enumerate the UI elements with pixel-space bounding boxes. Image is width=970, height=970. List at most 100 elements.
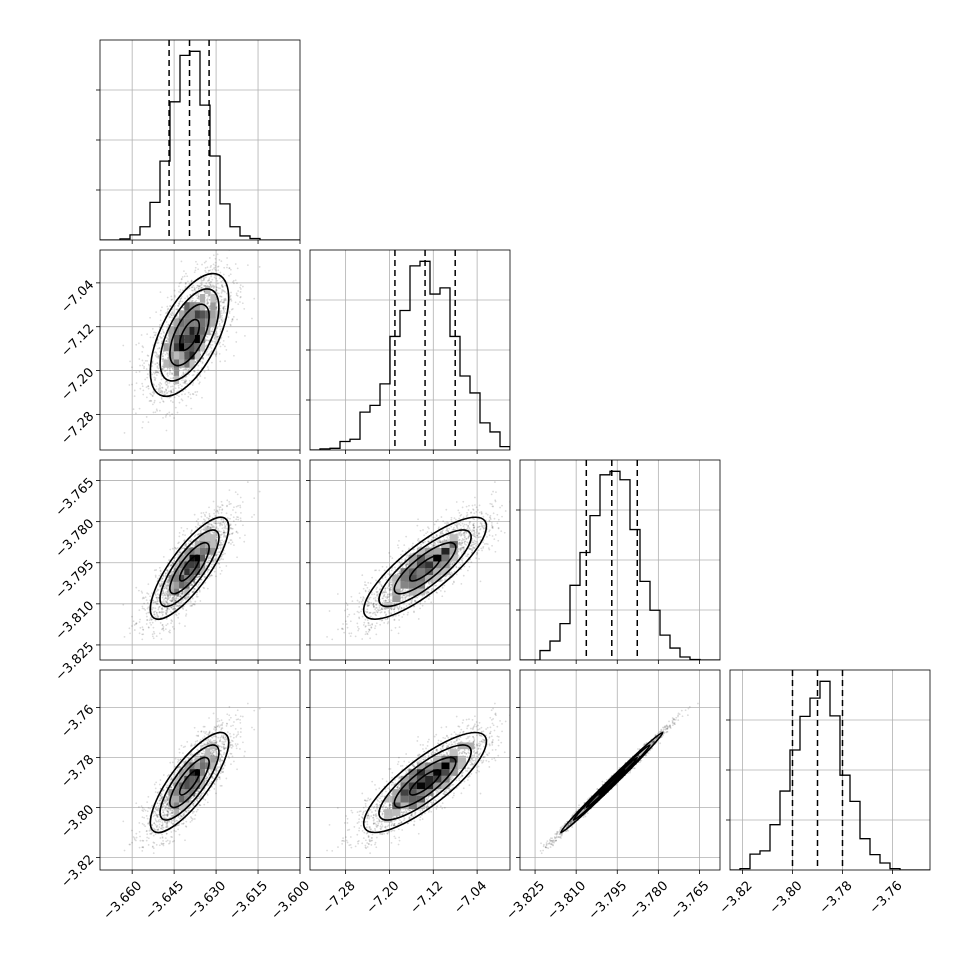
sample-point — [166, 380, 169, 383]
sample-point — [220, 500, 223, 503]
sample-point — [222, 309, 225, 311]
sample-point — [220, 310, 223, 312]
sample-point — [221, 284, 223, 286]
density-cell — [173, 367, 180, 376]
sample-point — [215, 307, 218, 310]
sample-point — [156, 596, 158, 599]
sample-point — [166, 608, 169, 611]
sample-point — [198, 285, 201, 288]
sample-point — [171, 401, 174, 404]
sample-point — [158, 566, 161, 569]
sample-point — [142, 389, 145, 392]
sample-point — [135, 382, 138, 385]
sample-point — [155, 352, 158, 354]
sample-point — [200, 283, 203, 286]
sample-point — [151, 360, 154, 363]
sample-point — [223, 305, 226, 308]
sample-point — [166, 296, 169, 299]
sample-point — [213, 267, 215, 270]
sample-point — [187, 542, 190, 545]
sample-point — [212, 500, 215, 503]
sample-point — [206, 301, 209, 304]
sample-point — [194, 600, 197, 603]
sample-point — [214, 558, 217, 561]
sample-point — [232, 279, 235, 282]
density-cell — [184, 326, 190, 335]
sample-point — [253, 513, 256, 516]
sample-point — [168, 390, 170, 393]
sample-point — [165, 601, 168, 604]
sample-point — [158, 389, 161, 391]
sample-point — [236, 267, 239, 270]
sample-point — [184, 282, 187, 284]
sample-point — [149, 392, 152, 395]
sample-point — [162, 589, 165, 592]
sample-point — [179, 299, 182, 301]
sample-point — [215, 289, 218, 292]
sample-point — [178, 605, 181, 608]
sample-point — [182, 529, 185, 532]
sample-point — [170, 571, 173, 573]
sample-point — [222, 306, 225, 309]
sample-point — [183, 270, 185, 273]
sample-point — [221, 504, 223, 506]
sample-point — [155, 569, 158, 571]
sample-point — [161, 358, 164, 361]
sample-point — [207, 302, 210, 305]
density-cell — [210, 294, 216, 303]
sample-point — [239, 537, 241, 539]
sample-point — [243, 308, 246, 310]
sample-point — [203, 529, 206, 531]
sample-point — [214, 264, 217, 267]
sample-point — [171, 312, 174, 315]
sample-point — [182, 390, 185, 393]
sample-point — [213, 286, 215, 289]
sample-point — [156, 371, 159, 373]
sample-point — [183, 275, 186, 278]
sample-point — [145, 416, 148, 418]
sample-point — [235, 341, 238, 343]
sample-point — [192, 289, 194, 292]
sample-point — [152, 599, 155, 602]
sample-point — [165, 380, 168, 382]
sample-point — [161, 340, 163, 343]
sample-point — [204, 576, 206, 579]
sample-point — [142, 346, 145, 349]
sample-point — [220, 260, 223, 263]
sample-point — [165, 610, 168, 612]
sample-point — [180, 387, 183, 390]
sample-point — [162, 400, 165, 403]
sample-point — [206, 525, 209, 527]
density-cell — [189, 302, 195, 311]
sample-point — [191, 591, 194, 593]
sample-point — [208, 522, 211, 525]
sample-point — [141, 364, 144, 367]
sample-point — [171, 561, 174, 564]
sample-point — [239, 288, 242, 290]
sample-point — [193, 271, 196, 274]
sample-point — [166, 384, 168, 386]
sample-point — [219, 548, 222, 550]
sample-point — [211, 286, 213, 288]
sample-point — [229, 517, 231, 520]
sample-point — [183, 539, 185, 542]
density-cell — [184, 351, 190, 360]
sample-point — [218, 558, 221, 561]
sample-point — [142, 393, 145, 396]
sample-point — [185, 613, 188, 615]
sample-point — [156, 365, 159, 368]
sample-point — [174, 607, 176, 610]
sample-point — [162, 416, 164, 419]
sample-point — [215, 306, 218, 309]
sample-point — [236, 294, 239, 297]
sample-point — [166, 327, 169, 329]
sample-point — [204, 339, 207, 342]
sample-point — [162, 368, 165, 371]
sample-point — [148, 400, 151, 402]
sample-point — [150, 400, 153, 402]
sample-point — [214, 257, 217, 260]
sample-point — [182, 608, 185, 610]
sample-point — [239, 291, 242, 293]
sample-point — [215, 286, 218, 289]
density-cell — [210, 302, 216, 311]
